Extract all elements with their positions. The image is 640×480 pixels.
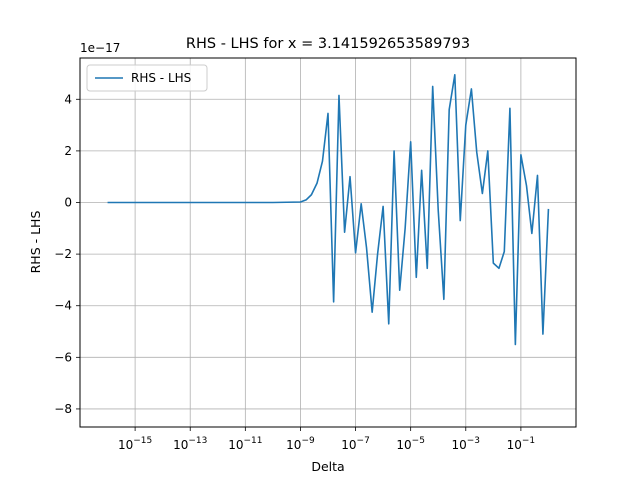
x-tick-label: 10−13 <box>173 436 207 452</box>
series-line <box>107 73 550 346</box>
x-tick-label: 10−1 <box>507 436 536 452</box>
plot-area-frame <box>79 57 577 428</box>
y-tick-label: 2 <box>64 144 72 158</box>
grid <box>80 58 576 427</box>
x-tick-exponent: −9 <box>301 436 315 446</box>
legend-label: RHS - LHS <box>131 71 191 85</box>
y-tick-label: −8 <box>54 402 72 416</box>
x-tick-label: 10−15 <box>118 436 152 452</box>
y-multiplier-label: 1e−17 <box>80 41 120 55</box>
x-tick-base: 10 <box>173 438 188 452</box>
y-tick-label: 4 <box>64 92 72 106</box>
x-axis: 10−15 10−13 10−11 10−9 10−7 10−5 10−3 10−1 <box>118 427 535 452</box>
x-tick-label: 10−7 <box>341 436 370 452</box>
x-tick-base: 10 <box>118 438 133 452</box>
x-tick-base: 10 <box>228 438 243 452</box>
x-tick-exponent: −1 <box>522 436 535 446</box>
chart-title: RHS - LHS for x = 3.141592653589793 <box>186 36 470 52</box>
x-tick-label: 10−9 <box>286 436 315 452</box>
x-tick-base: 10 <box>507 438 522 452</box>
series-group <box>107 73 550 346</box>
y-tick-label: −2 <box>54 247 72 261</box>
y-tick-label: −4 <box>54 299 72 313</box>
x-tick-base: 10 <box>286 438 301 452</box>
y-axis: 4 2 0 −2 −4 −6 −8 <box>54 92 80 416</box>
x-axis-label: Delta <box>311 459 344 474</box>
x-tick-exponent: −5 <box>412 436 425 446</box>
x-tick-exponent: −11 <box>243 436 262 446</box>
legend-box <box>86 64 208 92</box>
y-axis-label: RHS - LHS <box>28 211 43 274</box>
legend: RHS - LHS <box>86 64 208 92</box>
x-tick-exponent: −3 <box>467 436 480 446</box>
x-tick-label: 10−3 <box>451 436 480 452</box>
x-tick-label: 10−5 <box>396 436 425 452</box>
x-tick-exponent: −15 <box>133 436 152 446</box>
x-tick-base: 10 <box>396 438 411 452</box>
x-tick-label: 10−11 <box>228 436 262 452</box>
x-tick-exponent: −13 <box>188 436 207 446</box>
x-tick-base: 10 <box>451 438 466 452</box>
x-tick-base: 10 <box>341 438 356 452</box>
x-tick-exponent: −7 <box>357 436 370 446</box>
y-tick-label: −6 <box>54 350 72 364</box>
y-tick-label: 0 <box>64 196 72 210</box>
